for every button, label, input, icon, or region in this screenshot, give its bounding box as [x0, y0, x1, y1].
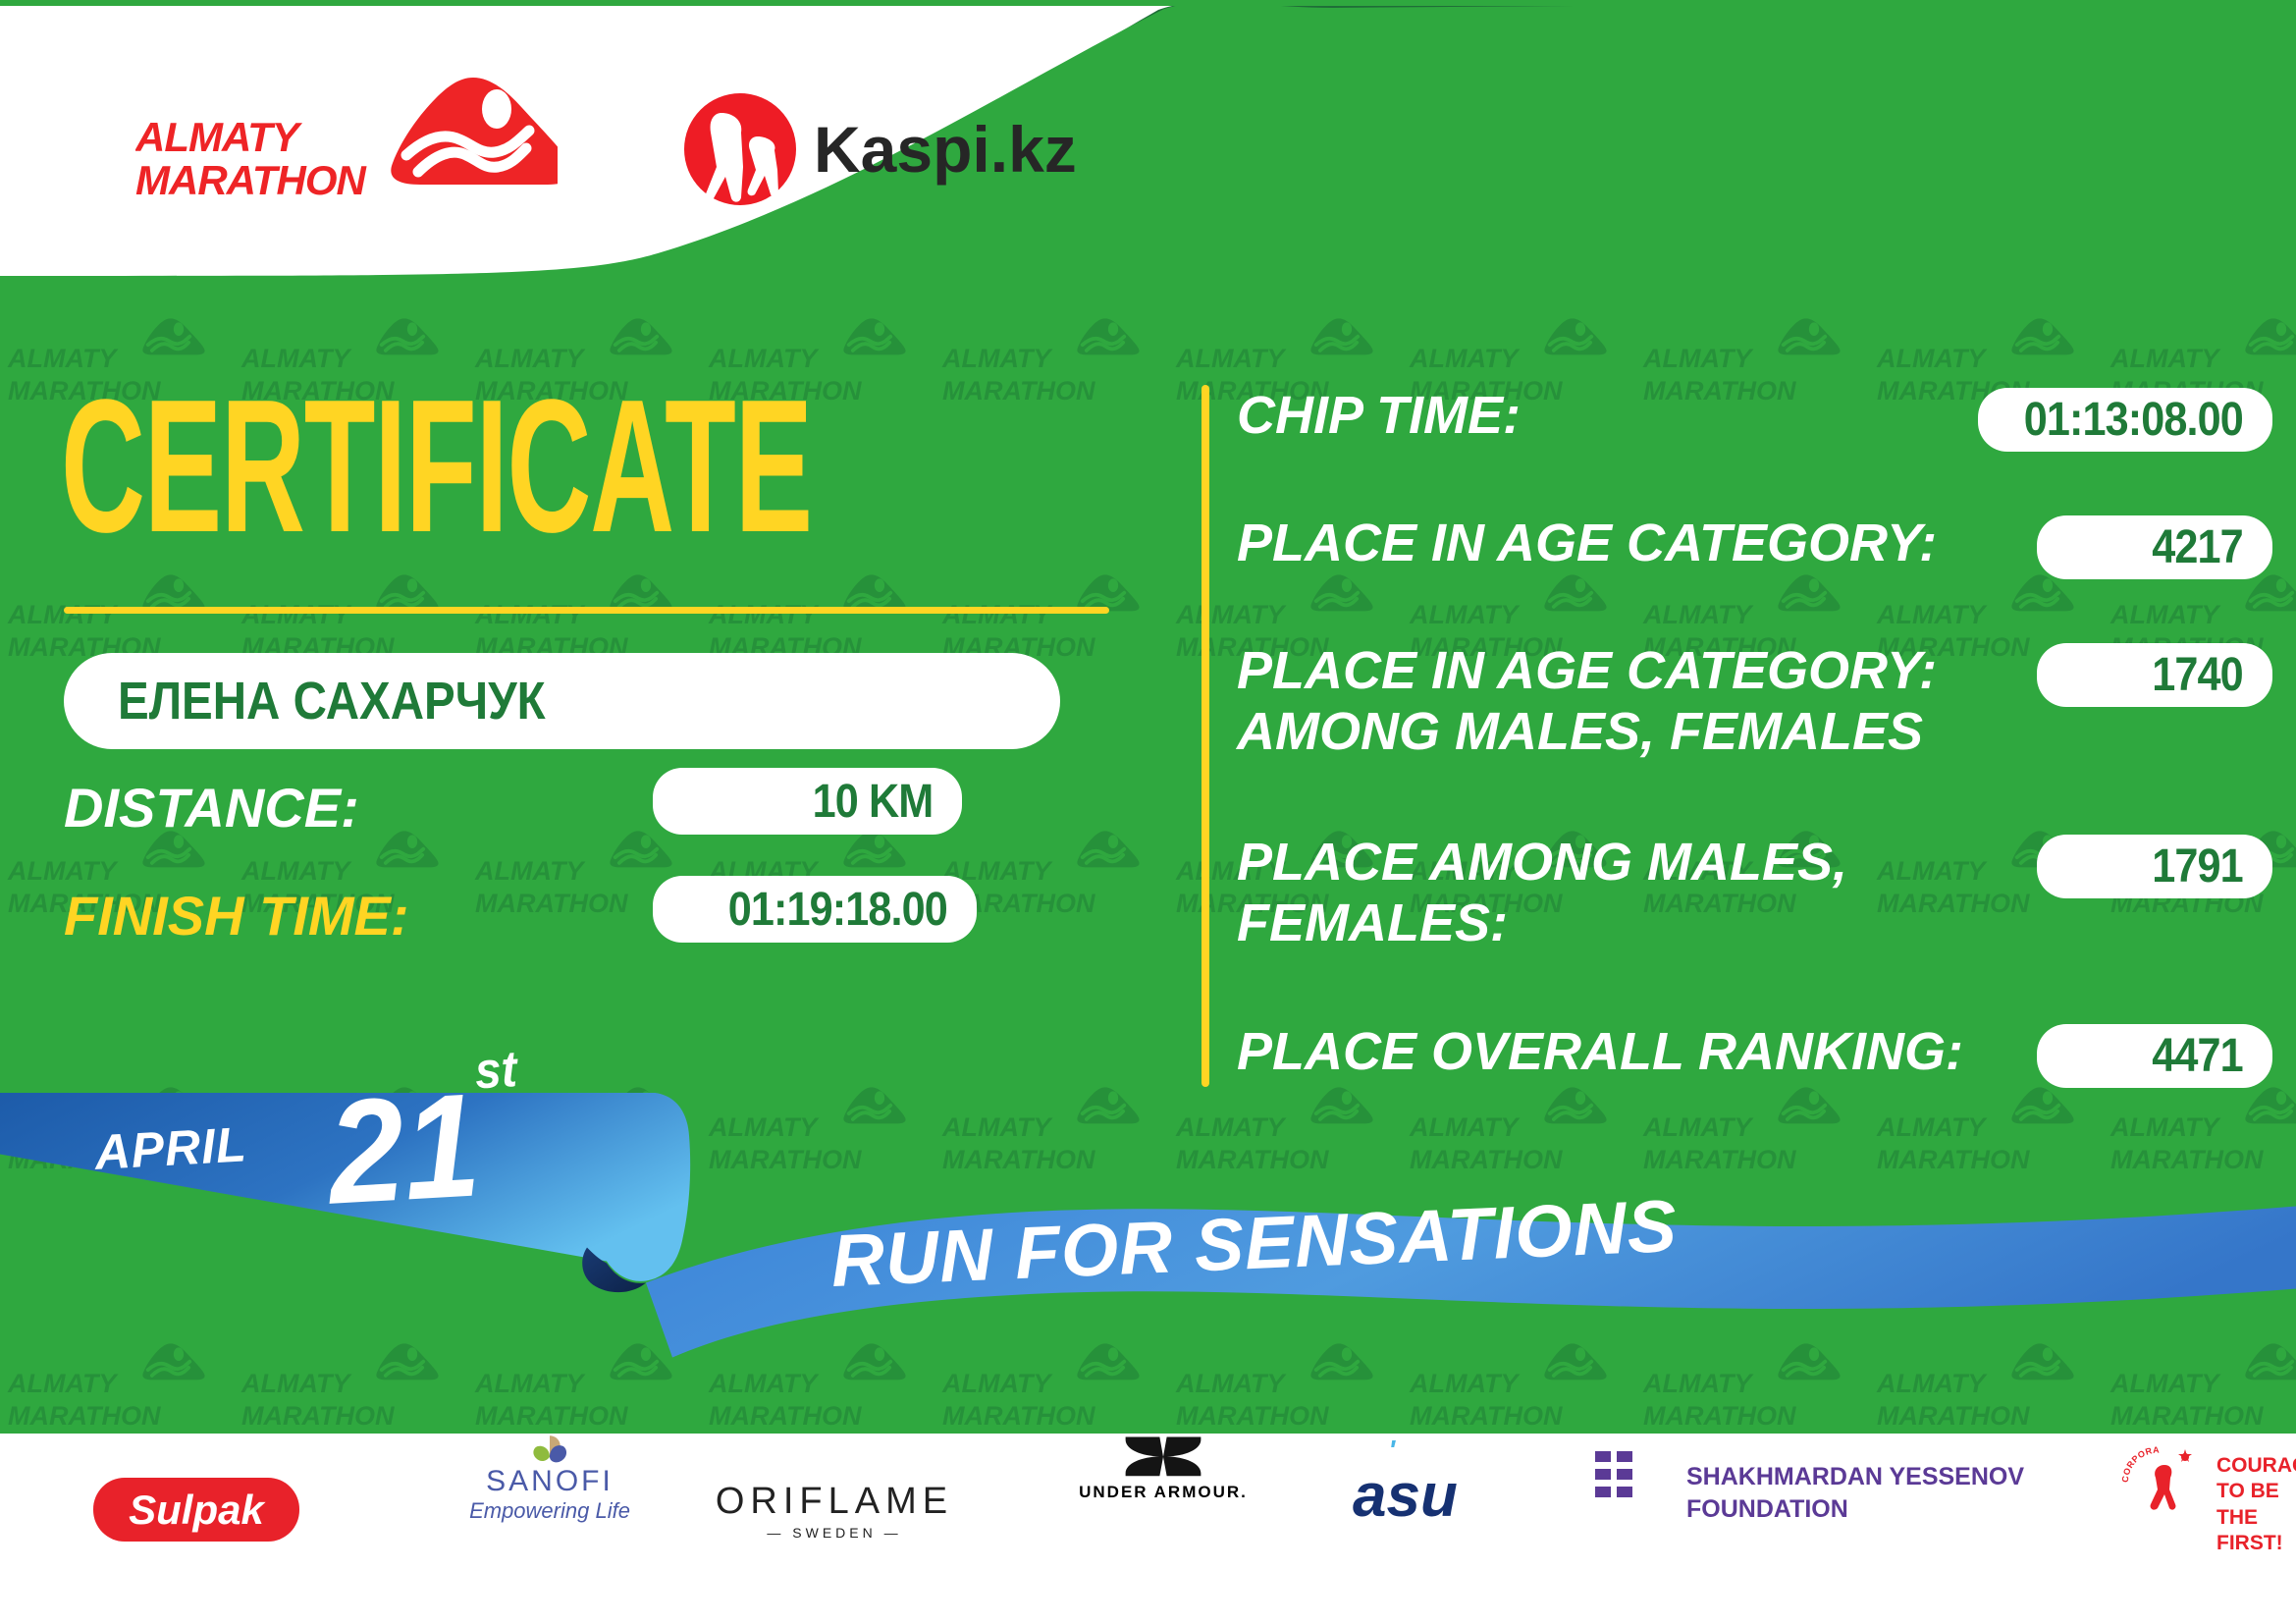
svg-text:Sulpak: Sulpak — [129, 1487, 266, 1533]
svg-text:CORPORATE FUND: CORPORATE FUND — [2120, 1435, 2160, 1483]
